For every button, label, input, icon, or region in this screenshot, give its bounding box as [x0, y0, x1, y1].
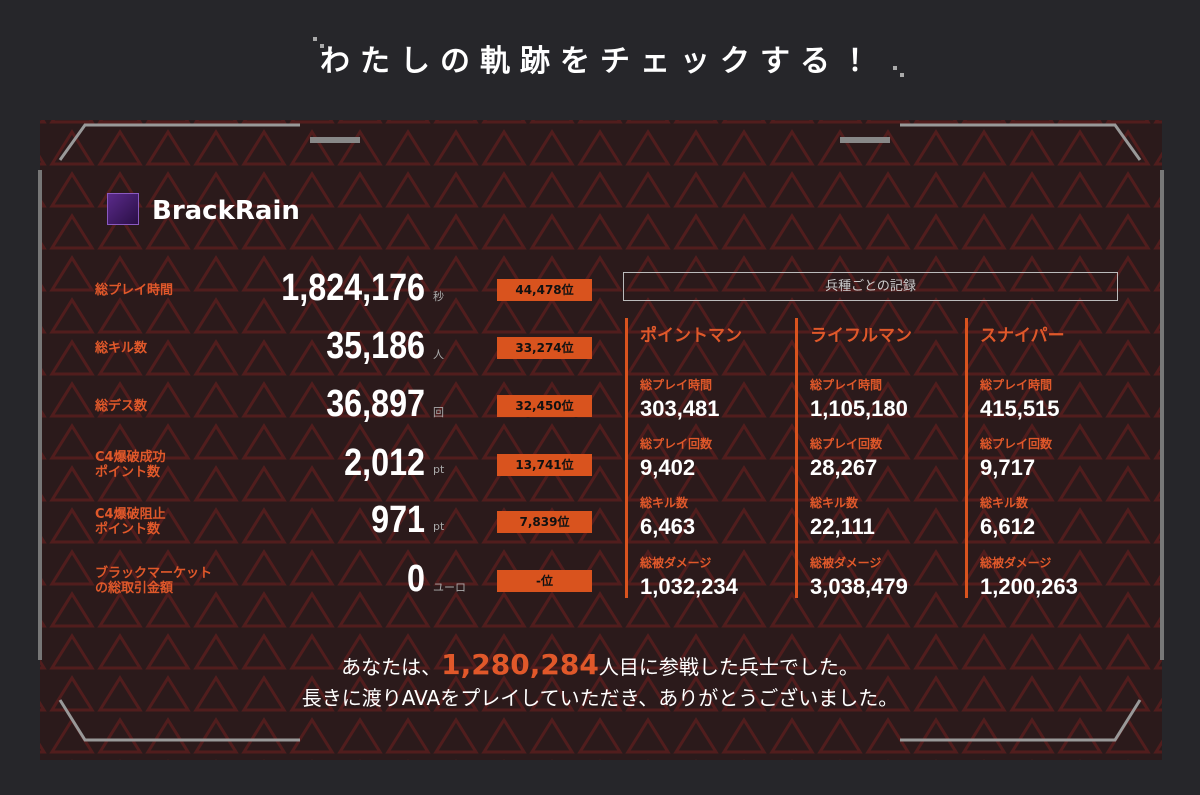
- class-stat-label: 総キル数: [810, 496, 859, 510]
- class-stat-label: 総プレイ時間: [980, 378, 1053, 392]
- player-name: BrackRain: [152, 196, 300, 226]
- class-stat-label: 総被ダメージ: [640, 556, 712, 570]
- class-stat-value: 6,463: [640, 514, 696, 539]
- stat-unit: ユーロ: [433, 581, 466, 594]
- class-column: [965, 318, 1128, 598]
- class-stat-label: 総プレイ回数: [810, 437, 883, 451]
- class-records-title: 兵種ごとの記録: [623, 272, 1118, 301]
- stat-rank: -位: [497, 570, 592, 592]
- stat-label: 総デス数: [95, 398, 148, 414]
- class-stat-label: 総被ダメージ: [810, 556, 882, 570]
- stat-rank: 44,478位: [497, 279, 592, 301]
- stat-rank: 32,450位: [497, 395, 592, 417]
- class-stat-label: 総被ダメージ: [980, 556, 1052, 570]
- stat-unit: 回: [433, 406, 444, 419]
- class-column: [625, 318, 788, 598]
- class-stat-value: 9,402: [640, 455, 696, 480]
- class-stat-value: 6,612: [980, 514, 1036, 539]
- class-stat-value: 303,481: [640, 396, 720, 421]
- stat-value: 1,824,176: [281, 267, 425, 309]
- footer-line: あなたは、1,280,284人目に参戦した兵士でした。: [0, 648, 1200, 681]
- footer-number: 1,280,284: [441, 648, 599, 681]
- stat-value: 0: [407, 558, 425, 600]
- stat-value: 2,012: [344, 442, 425, 484]
- stat-label: ブラックマーケット: [95, 566, 213, 581]
- page-title: わたしの軌跡をチェックする！: [320, 44, 880, 79]
- player-icon: [107, 193, 139, 225]
- class-stat-label: 総プレイ回数: [640, 437, 713, 451]
- stat-rank: 7,839位: [497, 511, 592, 533]
- class-name: ポイントマン: [640, 326, 742, 346]
- footer-line: 長きに渡りAVAをプレイしていただき、ありがとうございました。: [301, 686, 899, 710]
- class-stat-label: 総キル数: [980, 496, 1029, 510]
- stat-rank: 33,274位: [497, 337, 592, 359]
- class-name: スナイパー: [980, 326, 1065, 346]
- stat-unit: pt: [433, 520, 445, 533]
- stat-label: ポイント数: [95, 522, 161, 537]
- class-stat-value: 28,267: [810, 455, 878, 480]
- class-stat-label: 総プレイ回数: [980, 437, 1053, 451]
- class-column: [795, 318, 958, 598]
- class-stat-value: 9,717: [980, 455, 1036, 480]
- stat-label: ポイント数: [95, 465, 161, 480]
- stat-unit: 秒: [433, 290, 444, 303]
- stat-unit: 人: [433, 348, 444, 361]
- stat-label: の総取引金額: [95, 581, 174, 596]
- stat-label: C4爆破成功: [95, 450, 166, 465]
- class-stat-value: 1,032,234: [640, 574, 738, 599]
- class-name: ライフルマン: [810, 326, 912, 346]
- class-stat-label: 総キル数: [640, 496, 689, 510]
- stat-value: 35,186: [326, 325, 425, 367]
- stat-label: C4爆破阻止: [95, 507, 166, 522]
- stat-value: 36,897: [326, 383, 425, 425]
- class-stat-label: 総プレイ時間: [810, 378, 883, 392]
- footer-text: あなたは、: [341, 655, 442, 679]
- class-stat-value: 1,200,263: [980, 574, 1078, 599]
- stat-label: 総プレイ時間: [95, 282, 174, 298]
- footer-text: 人目に参戦した兵士でした。: [598, 655, 859, 679]
- stat-rank: 13,741位: [497, 454, 592, 476]
- class-stat-value: 22,111: [810, 514, 875, 539]
- class-stat-label: 総プレイ時間: [640, 378, 713, 392]
- stat-label: 総キル数: [95, 340, 148, 356]
- stat-value: 971: [371, 499, 425, 541]
- class-stat-value: 3,038,479: [810, 574, 908, 599]
- stat-unit: pt: [433, 463, 445, 476]
- class-stat-value: 1,105,180: [810, 396, 908, 421]
- class-stat-value: 415,515: [980, 396, 1060, 421]
